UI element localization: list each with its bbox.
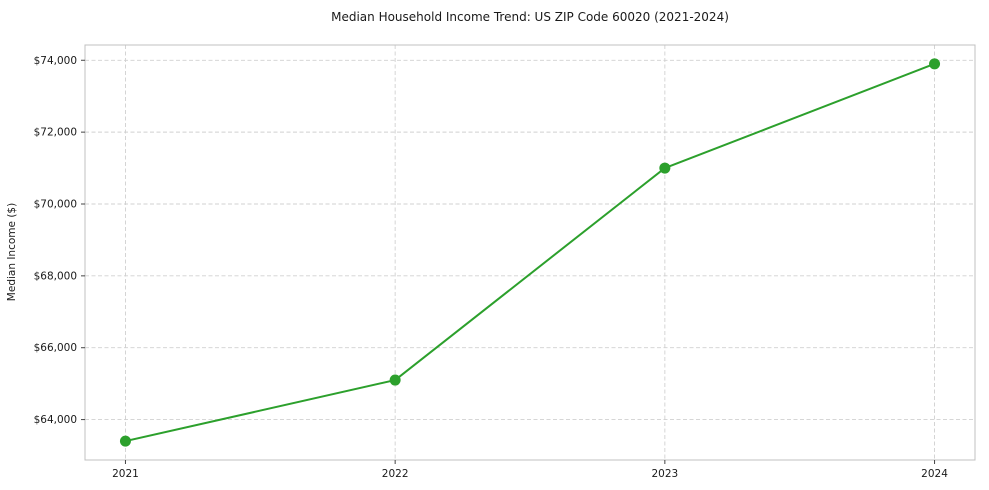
y-axis-label: Median Income ($): [6, 203, 18, 301]
x-tick-label: 2024: [921, 468, 948, 480]
x-tick-label: 2021: [112, 468, 139, 480]
y-tick-label: $72,000: [34, 127, 77, 139]
x-tick-label: 2023: [651, 468, 678, 480]
x-tick-label: 2022: [382, 468, 409, 480]
income-trend-line: [124, 62, 936, 443]
chart-title: Median Household Income Trend: US ZIP Co…: [331, 10, 729, 24]
plot-border: [84, 44, 976, 461]
data-point-marker: [389, 374, 401, 386]
data-point-marker: [119, 435, 131, 447]
y-tick-label: $70,000: [34, 198, 77, 210]
y-tick-label: $64,000: [34, 414, 77, 426]
y-tick-label: $68,000: [34, 270, 77, 282]
y-tick-label: $66,000: [34, 342, 77, 354]
data-point-marker: [929, 58, 941, 70]
y-tick-label: $74,000: [34, 55, 77, 67]
data-point-marker: [659, 162, 671, 174]
